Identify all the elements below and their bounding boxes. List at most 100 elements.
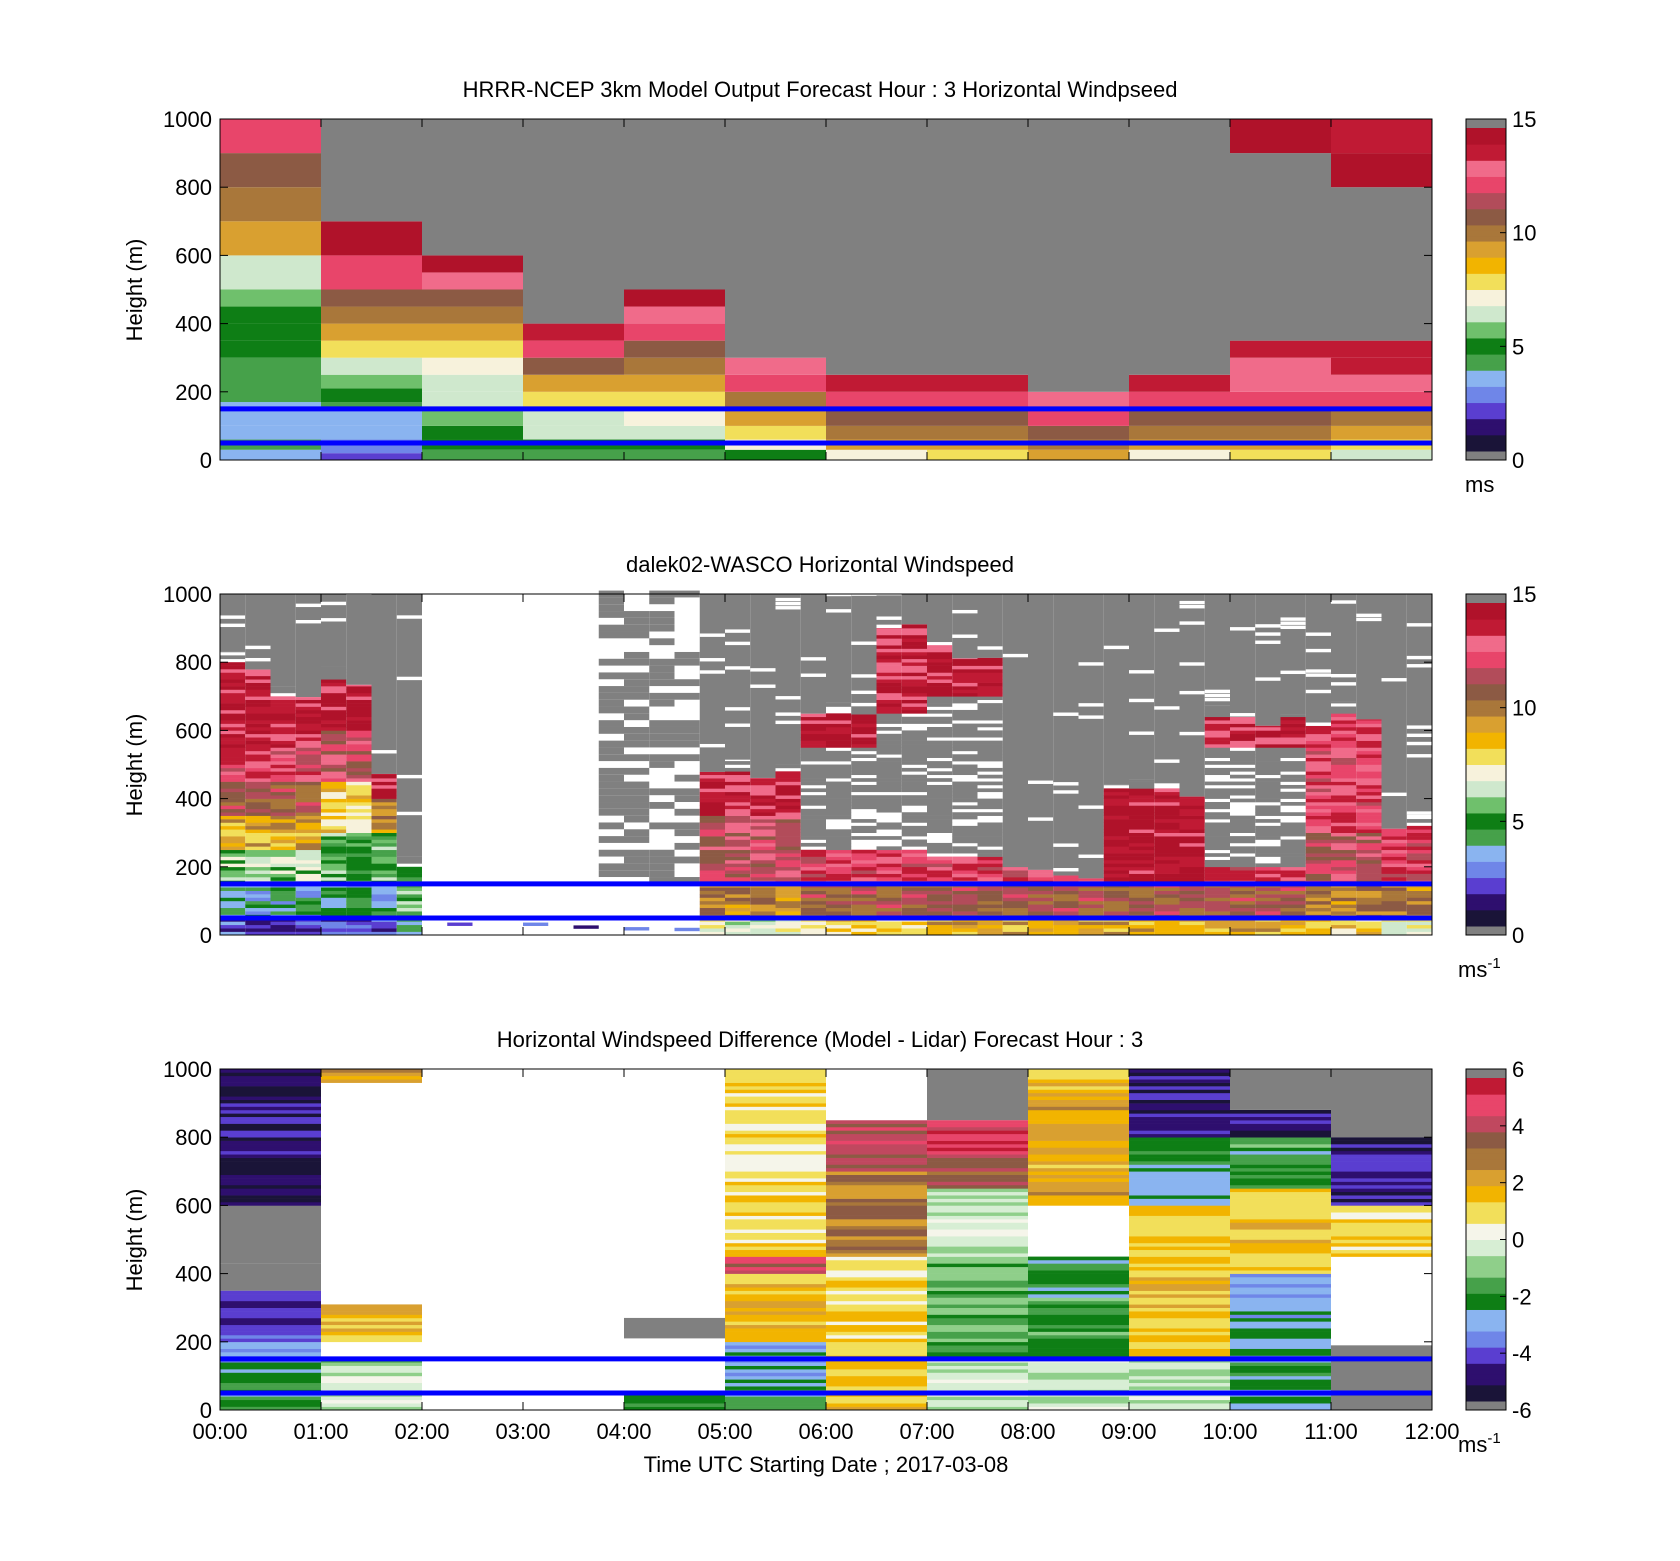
heatmap-cell bbox=[1255, 781, 1281, 786]
colorbar-segment bbox=[1466, 1347, 1506, 1354]
heatmap-cell bbox=[346, 846, 372, 851]
heatmap-cell bbox=[750, 863, 776, 868]
heatmap-cell bbox=[1406, 741, 1432, 746]
heatmap-cell bbox=[371, 832, 397, 837]
heatmap-cell bbox=[321, 859, 347, 864]
y-tick-label: 400 bbox=[175, 312, 212, 337]
heatmap-cell bbox=[1129, 1348, 1230, 1353]
heatmap-cell bbox=[876, 873, 902, 878]
heatmap-cell bbox=[1280, 744, 1306, 748]
heatmap-cell bbox=[1078, 887, 1104, 891]
heatmap-cell bbox=[826, 1338, 927, 1343]
heatmap-cell bbox=[876, 594, 902, 629]
heatmap-cell bbox=[826, 1256, 927, 1261]
heatmap-cell bbox=[1356, 761, 1382, 765]
heatmap-cell bbox=[1103, 856, 1129, 861]
heatmap-cell bbox=[826, 730, 852, 735]
heatmap-cell bbox=[1154, 894, 1180, 898]
heatmap-cell bbox=[1381, 828, 1407, 830]
heatmap-cell bbox=[1255, 887, 1281, 891]
heatmap-cell bbox=[270, 836, 296, 840]
heatmap-cell bbox=[750, 907, 776, 912]
heatmap-cell bbox=[725, 1198, 826, 1203]
heatmap-cell bbox=[598, 754, 624, 762]
heatmap-cell bbox=[977, 859, 1003, 864]
heatmap-cell bbox=[245, 747, 271, 752]
colorbar-segment bbox=[1466, 608, 1506, 615]
heatmap-cell bbox=[1331, 839, 1357, 844]
heatmap-cell bbox=[800, 771, 826, 776]
heatmap-cell bbox=[876, 771, 902, 776]
heatmap-cell bbox=[1280, 802, 1306, 806]
heatmap-cell bbox=[245, 657, 271, 662]
heatmap-cell bbox=[927, 1338, 1028, 1343]
colorbar-segment bbox=[1466, 786, 1506, 792]
heatmap-cell bbox=[1179, 662, 1205, 666]
heatmap-cell bbox=[1356, 744, 1382, 748]
heatmap-cell bbox=[876, 686, 902, 690]
heatmap-cell bbox=[725, 832, 751, 837]
heatmap-cell bbox=[1230, 1191, 1331, 1196]
heatmap-cell bbox=[927, 815, 953, 820]
heatmap-cell bbox=[1331, 733, 1357, 738]
heatmap-cell bbox=[598, 740, 624, 748]
heatmap-cell bbox=[1255, 825, 1281, 830]
heatmap-cell bbox=[927, 672, 953, 677]
heatmap-cell bbox=[927, 805, 953, 810]
heatmap-cell bbox=[321, 340, 422, 358]
heatmap-cell bbox=[901, 716, 927, 721]
heatmap-cell bbox=[220, 747, 246, 752]
heatmap-cell bbox=[876, 616, 902, 620]
heatmap-cell bbox=[977, 911, 1003, 915]
heatmap-cell bbox=[1179, 825, 1205, 830]
heatmap-cell bbox=[270, 924, 296, 929]
heatmap-cell bbox=[977, 931, 1003, 936]
heatmap-cell bbox=[321, 757, 347, 762]
heatmap-cell bbox=[901, 634, 927, 639]
x-tick-label: 07:00 bbox=[899, 1419, 954, 1444]
heatmap-cell bbox=[321, 887, 347, 891]
heatmap-cell bbox=[220, 1314, 321, 1319]
heatmap-cell bbox=[826, 924, 852, 929]
colorbar-segment bbox=[1466, 856, 1506, 862]
heatmap-cell bbox=[220, 764, 246, 769]
heatmap-cell bbox=[725, 1195, 826, 1199]
heatmap-cell bbox=[321, 788, 347, 793]
heatmap-cell bbox=[977, 870, 1003, 874]
heatmap-cell bbox=[321, 686, 347, 690]
heatmap-cell bbox=[927, 747, 953, 752]
heatmap-cell bbox=[295, 863, 321, 868]
heatmap-cell bbox=[321, 357, 422, 375]
heatmap-cell bbox=[1331, 754, 1357, 758]
heatmap-cell bbox=[598, 720, 624, 727]
heatmap-cell bbox=[1129, 1109, 1230, 1114]
heatmap-cell bbox=[1305, 866, 1331, 871]
heatmap-cell bbox=[1053, 897, 1079, 902]
heatmap-cell bbox=[1103, 911, 1129, 915]
heatmap-cell bbox=[1129, 1399, 1230, 1404]
heatmap-cell bbox=[927, 648, 953, 653]
heatmap-cell bbox=[952, 679, 978, 683]
heatmap-cell bbox=[1028, 1195, 1129, 1199]
heatmap-cell bbox=[321, 669, 347, 673]
y-tick-label: 0 bbox=[200, 448, 212, 473]
heatmap-cell bbox=[220, 696, 246, 701]
heatmap-cell bbox=[295, 744, 321, 748]
heatmap-cell bbox=[220, 1154, 321, 1158]
heatmap-cell bbox=[346, 730, 372, 735]
heatmap-cell bbox=[1129, 1372, 1230, 1377]
heatmap-cell bbox=[1129, 1232, 1230, 1237]
heatmap-cell bbox=[1129, 873, 1155, 878]
heatmap-cell bbox=[725, 1144, 826, 1148]
heatmap-cell bbox=[1078, 703, 1104, 707]
heatmap-cell bbox=[624, 856, 650, 864]
heatmap-cell bbox=[1129, 670, 1155, 674]
heatmap-cell bbox=[1280, 723, 1306, 728]
heatmap-cell bbox=[1129, 1307, 1230, 1312]
heatmap-cell bbox=[1280, 849, 1306, 854]
heatmap-cell bbox=[1331, 1232, 1432, 1237]
heatmap-cell bbox=[699, 788, 725, 793]
heatmap-cell bbox=[952, 928, 978, 932]
heatmap-cell bbox=[1280, 617, 1306, 621]
heatmap-cell bbox=[876, 849, 902, 854]
